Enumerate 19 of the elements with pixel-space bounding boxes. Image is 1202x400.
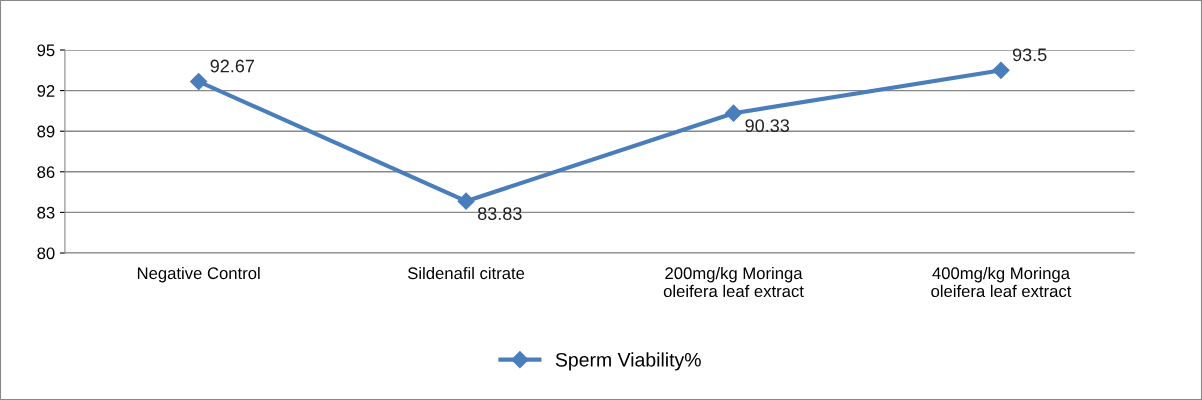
point <box>724 104 743 122</box>
x-tick-label: 200mg/kg Moringa oleifera leaf extract <box>663 266 804 298</box>
y-tick-label: 83 <box>37 206 55 219</box>
y-tick-label: 92 <box>37 85 55 97</box>
x-tick-label: Sildenafil citrate <box>408 266 525 280</box>
y-tick-label: 89 <box>37 125 55 138</box>
point <box>457 192 475 210</box>
legend-label: Sperm Viability% <box>555 352 701 371</box>
x-tick-label: 400mg/kg Moringa oleifera leaf extract <box>931 266 1072 298</box>
data-label: 90.33 <box>745 119 790 133</box>
data-label: 92.67 <box>210 59 255 73</box>
y-tick-label: 86 <box>37 166 55 178</box>
point <box>190 72 208 91</box>
data-label: 93.5 <box>1012 48 1047 62</box>
y-tick-label: 80 <box>37 247 55 260</box>
data-label: 83.83 <box>477 207 522 220</box>
x-tick-label: Negative Control <box>137 266 260 283</box>
point <box>992 61 1010 79</box>
y-tick-label: 95 <box>37 44 55 57</box>
